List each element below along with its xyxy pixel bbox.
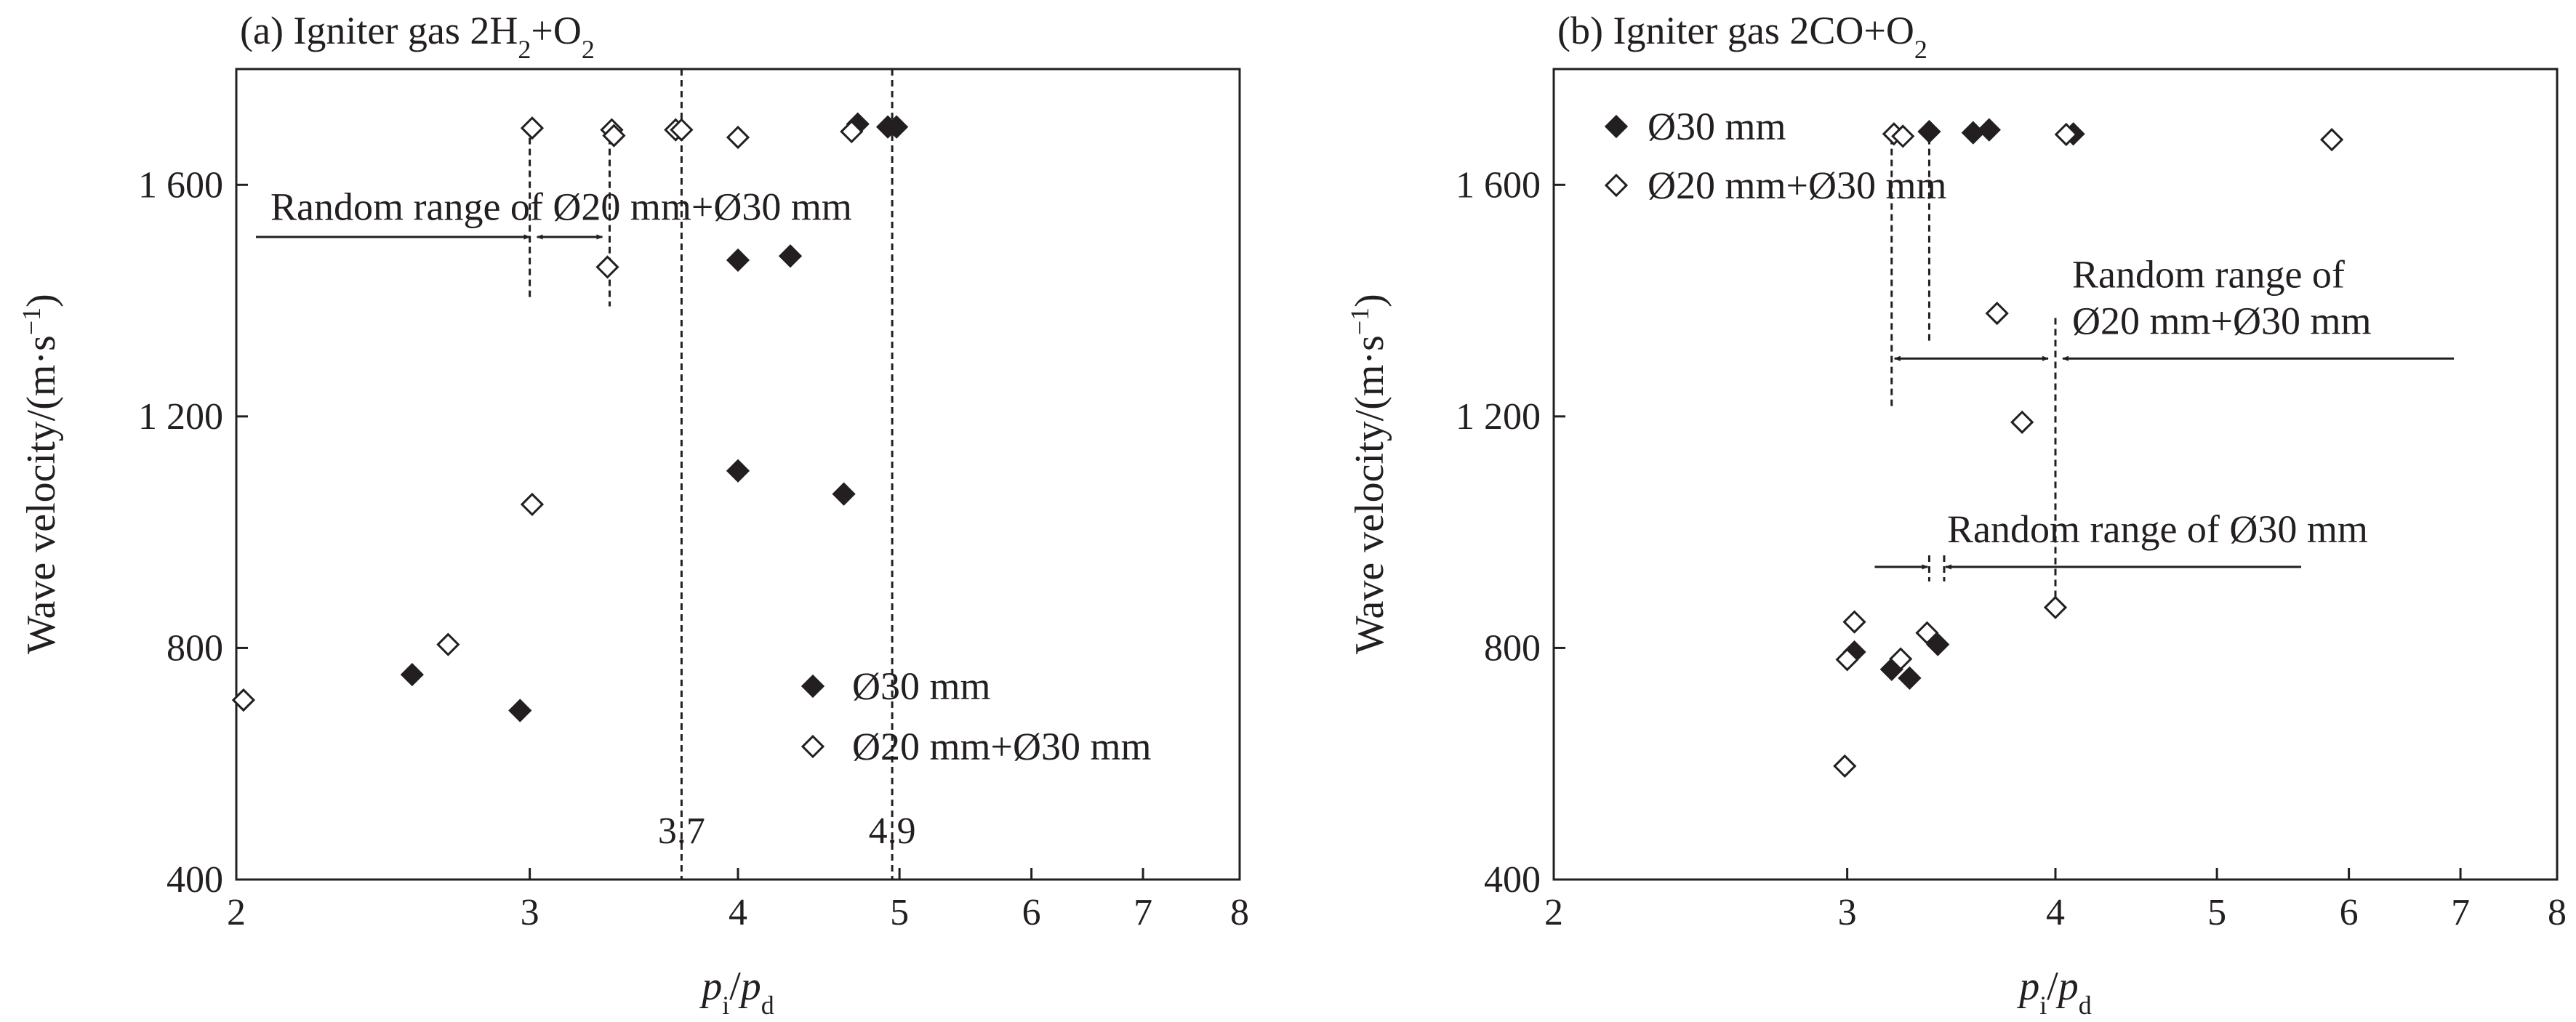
data-point-d20-d30 [726,125,750,150]
legend-entry-d20-d30: Ø20 mm+Ø30 mm [1648,164,1946,207]
legend-filled-diamond-marker [801,674,825,699]
data-point-d30 [726,248,750,272]
data-point-d30 [726,459,750,483]
panel-b-title: (b) Igniter gas 2CO+O2 [1557,9,1927,64]
panel-b-legend: Ø30 mm Ø20 mm+Ø30 mm [1604,105,1946,207]
data-point-d20-d30 [2010,410,2034,434]
panel-a-y-axis: 400 800 1 200 1 600 [138,164,248,901]
data-point-d20-d30 [2043,595,2068,619]
x-tick-label: 7 [1133,892,1152,933]
data-point-d30 [1961,121,1985,145]
x-tick-label: 4 [729,892,747,933]
data-point-d20-d30 [520,116,545,140]
panel-b-x-axis-label: pi/pd [2016,964,2092,1020]
panel-a-title: (a) Igniter gas 2H2+O2 [240,9,595,64]
x-tick-label: 3 [1838,892,1857,933]
y-tick-label: 1 600 [138,164,223,206]
y-tick-label: 1 600 [1456,164,1541,206]
annotation-random-range-d30-label: Random range of Ø30 mm [1947,507,2368,551]
data-point-d30 [832,482,856,506]
data-point-d30 [508,699,532,723]
panel-b-reference-lines [1890,126,2057,613]
x-tick-label: 5 [2207,892,2226,933]
data-point-d30 [1898,666,1922,690]
panel-b-x-axis: 2 3 4 5 6 7 8 [1544,868,2567,933]
reference-line-label: 4.9 [869,810,916,852]
panel-a-x-axis: 2 3 4 5 6 7 8 [227,868,1249,933]
data-point-d20-d30 [520,492,545,517]
data-point-d20-d30 [602,124,626,148]
panel-b-data-points [1833,118,2344,778]
y-tick-label: 800 [166,627,223,669]
legend-open-diamond-marker [801,734,825,759]
data-point-d20-d30 [1842,610,1866,634]
data-point-d30 [885,115,909,139]
data-point-d30 [1917,119,1941,144]
y-tick-label: 400 [1484,859,1541,901]
panel-a-annotations: Random range of Ø20 mm+Ø30 mm [256,126,852,307]
legend-entry-d30: Ø30 mm [852,664,991,708]
reference-line-label: 3.7 [658,810,705,852]
data-point-d30 [1977,118,2001,142]
x-tick-label: 6 [1022,892,1041,933]
y-tick-label: 1 200 [138,396,223,438]
panel-a-legend: Ø30 mm Ø20 mm+Ø30 mm [801,664,1151,768]
data-point-d30 [400,662,424,687]
panel-a-y-axis-label: Wave velocity/(m·s−1) [17,294,64,654]
x-tick-label: 2 [1544,892,1563,933]
panel-a-data-points [231,112,909,723]
data-point-d20-d30 [436,632,460,656]
data-point-d20-d30 [1985,301,2009,326]
x-tick-label: 6 [2340,892,2359,933]
legend-filled-diamond-marker [1604,114,1629,139]
data-point-d20-d30 [1889,647,1913,671]
legend-open-diamond-marker [1604,173,1629,198]
y-tick-label: 1 200 [1456,396,1541,438]
legend-entry-d20-d30: Ø20 mm+Ø30 mm [852,725,1151,768]
data-point-d20-d30 [1915,621,1939,645]
panel-b-y-axis: 400 800 1 200 1 600 [1456,164,1565,901]
data-point-d20-d30 [670,118,694,142]
y-tick-label: 800 [1484,627,1541,669]
x-tick-label: 4 [2046,892,2065,933]
x-tick-label: 7 [2451,892,2470,933]
data-point-d20-d30 [231,688,256,712]
data-point-d20-d30 [1833,754,1857,778]
panel-a-reference-lines: 3.7 4.9 [658,69,916,880]
x-tick-label: 2 [227,892,246,933]
data-point-d20-d30 [840,119,864,144]
x-tick-label: 3 [521,892,539,933]
y-tick-label: 400 [166,859,223,901]
annotation-random-range-label: Random range of Ø20 mm+Ø30 mm [270,185,852,228]
panel-a-x-axis-label: pi/pd [699,964,774,1020]
data-point-d20-d30 [595,255,619,279]
data-point-d20-d30 [1891,124,1915,148]
x-tick-label: 5 [890,892,909,933]
x-tick-label: 8 [1230,892,1249,933]
data-point-d20-d30 [1835,648,1859,672]
legend-entry-d30: Ø30 mm [1648,105,1786,148]
panel-b-y-axis-label: Wave velocity/(m·s−1) [1345,294,1392,654]
data-point-d20-d30 [2054,122,2078,147]
annotation-random-range-label: Random range of [2072,253,2345,297]
data-point-d30 [1926,632,1950,656]
data-point-d20-d30 [2319,128,2344,152]
annotation-random-range-label: Ø20 mm+Ø30 mm [2072,299,2371,342]
data-point-d30 [778,244,803,268]
x-tick-label: 8 [2548,892,2567,933]
